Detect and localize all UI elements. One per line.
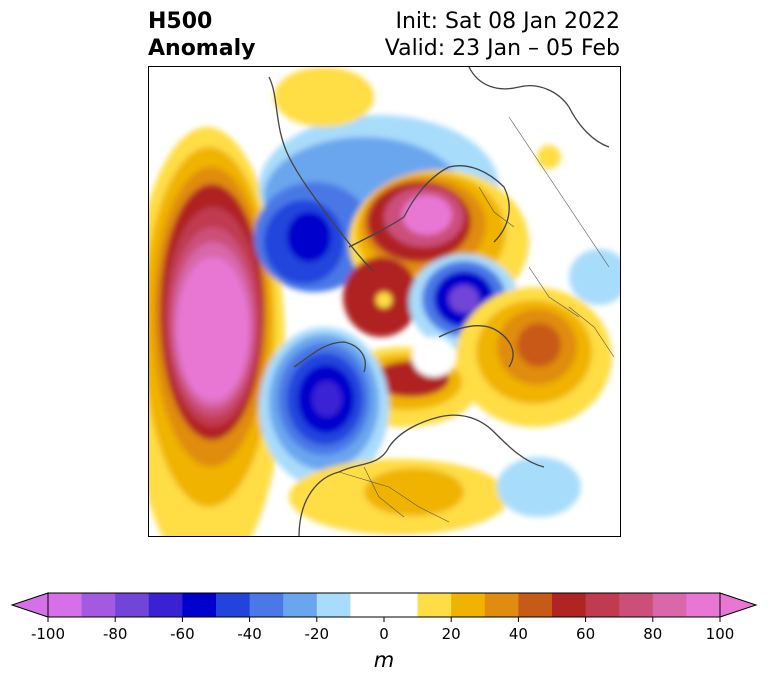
anomaly-map-svg <box>149 67 620 536</box>
colorbar-cell <box>283 593 318 617</box>
coastlines <box>268 67 610 536</box>
colorbar-cell <box>81 593 116 617</box>
colorbar-cell <box>417 593 452 617</box>
colorbar-tick-label: -60 <box>170 625 195 643</box>
anomaly-contours <box>149 67 620 536</box>
colorbar-cell <box>316 593 351 617</box>
colorbar-cell <box>619 593 654 617</box>
borders <box>338 116 615 523</box>
colorbar-tick-label: -20 <box>305 625 330 643</box>
colorbar-unit: m <box>373 648 395 672</box>
title-variable: H500 <box>148 9 213 34</box>
colorbar-tick-label: 20 <box>442 625 461 643</box>
pacific-trough <box>259 327 389 487</box>
init-date: Init: Sat 08 Jan 2022 <box>395 9 620 34</box>
colorbar-ticks: -100 -80 -60 -40 -20 0 20 40 60 80 100 <box>31 617 734 643</box>
anomaly-map <box>148 66 621 537</box>
colorbar-cell <box>451 593 486 617</box>
colorbar-tick-label: 0 <box>379 625 389 643</box>
colorbar-tick-label: -80 <box>103 625 128 643</box>
colorbar-cell <box>652 593 687 617</box>
colorbar-cell <box>484 593 519 617</box>
colorbar-cell <box>115 593 150 617</box>
colorbar-tick-label: 40 <box>509 625 528 643</box>
colorbar: -100 -80 -60 -40 -20 0 20 40 60 80 100 <box>10 592 758 643</box>
colorbar-tick-label: 80 <box>643 625 662 643</box>
map-dates: Init: Sat 08 Jan 2022 Valid: 23 Jan – 05… <box>385 8 620 62</box>
title-field: Anomaly <box>148 36 256 61</box>
eurasia-ridge <box>456 287 612 427</box>
colorbar-tick-label: -100 <box>31 625 65 643</box>
colorbar-cell <box>585 593 620 617</box>
colorbar-tick-label: 100 <box>706 625 735 643</box>
map-title: H500 Anomaly <box>148 8 255 62</box>
colorbar-cell <box>182 593 217 617</box>
colorbar-under-extend <box>10 592 49 618</box>
colorbar-cell <box>552 593 587 617</box>
colorbar-cells <box>10 592 758 618</box>
colorbar-cell <box>686 593 721 617</box>
colorbar-cell <box>518 593 553 617</box>
colorbar-over-extend <box>719 592 758 618</box>
colorbar-cell <box>216 593 251 617</box>
colorbar-cell <box>148 593 183 617</box>
pacific-ridge <box>149 127 285 536</box>
colorbar-cell <box>48 593 83 617</box>
southern-ridge <box>289 459 509 535</box>
colorbar-cell <box>350 593 419 617</box>
colorbar-cell <box>249 593 284 617</box>
colorbar-tick-label: -40 <box>237 625 262 643</box>
colorbar-tick-label: 60 <box>576 625 595 643</box>
valid-range: Valid: 23 Jan – 05 Feb <box>384 36 620 61</box>
